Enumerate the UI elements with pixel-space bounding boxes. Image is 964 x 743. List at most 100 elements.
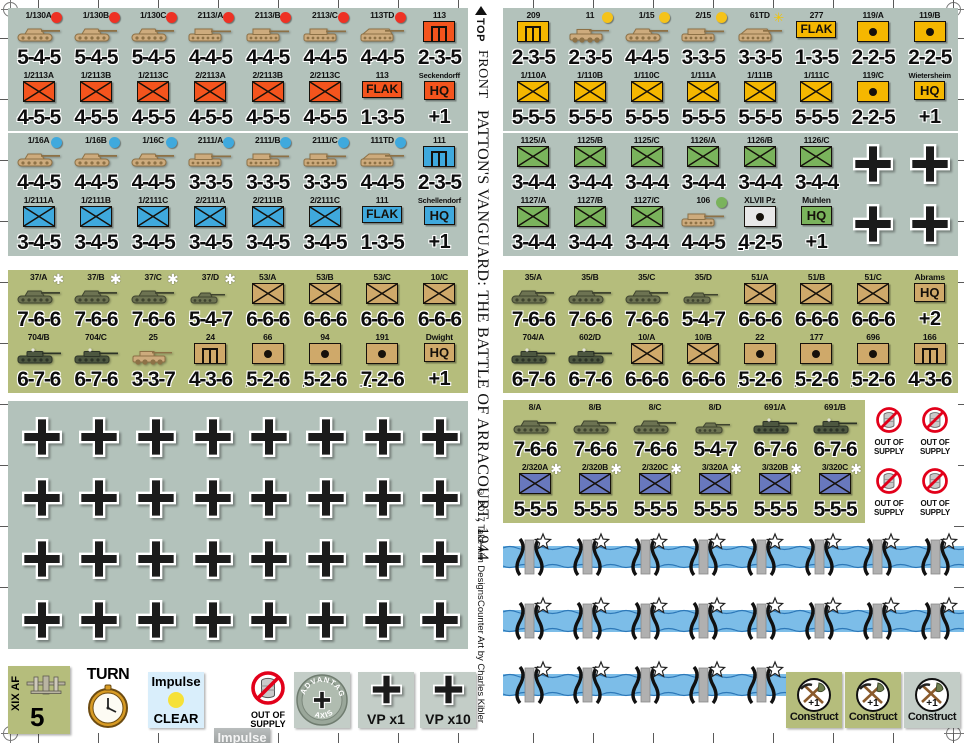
- unit-counter[interactable]: 24 4-3-6: [182, 331, 239, 391]
- unit-counter[interactable]: 2111/B 3-3-5: [239, 134, 296, 194]
- unit-counter[interactable]: 10/B 6-6-6: [675, 331, 732, 391]
- out-of-supply-counter[interactable]: OUT OF SUPPLY: [866, 462, 912, 523]
- out-of-supply-counter[interactable]: OUT OF SUPPLY: [912, 462, 958, 523]
- bridge-counter[interactable]: [792, 592, 852, 650]
- unit-counter[interactable]: 25 3-3-7: [125, 331, 182, 391]
- unit-counter[interactable]: 35/D 5-4-7: [675, 271, 732, 331]
- unit-counter[interactable]: 1127/A 3-4-4: [505, 194, 562, 254]
- unit-counter[interactable]: 51/B 6-6-6: [788, 271, 845, 331]
- balkenkreuz-counter[interactable]: [298, 407, 355, 467]
- unit-counter[interactable]: Wietersheim HQ +1: [901, 69, 958, 129]
- unit-counter[interactable]: 1/15 4-4-5: [618, 9, 675, 69]
- unit-counter[interactable]: 113TD 4-4-5: [354, 9, 411, 69]
- balkenkreuz-counter[interactable]: [128, 590, 185, 650]
- bridge-counter[interactable]: [850, 528, 910, 586]
- unit-counter[interactable]: 1127/B 3-4-4: [562, 194, 619, 254]
- out-of-supply-marker[interactable]: OUT OF SUPPLY: [238, 670, 298, 729]
- balkenkreuz-counter[interactable]: [298, 468, 355, 528]
- unit-counter[interactable]: 2/2111B 3-4-5: [239, 194, 296, 254]
- bridge-counter[interactable]: [792, 528, 852, 586]
- unit-counter[interactable]: Abrams HQ +2: [901, 271, 958, 331]
- unit-counter[interactable]: 691/B 6-7-6: [805, 401, 865, 461]
- unit-counter[interactable]: 22 5-2-6: [732, 331, 789, 391]
- unit-counter[interactable]: 1127/C 3-4-4: [618, 194, 675, 254]
- unit-counter[interactable]: 53/B 6-6-6: [296, 271, 353, 331]
- balkenkreuz-counter[interactable]: [241, 590, 298, 650]
- unit-counter[interactable]: 602/D 6-7-6: [562, 331, 619, 391]
- unit-counter[interactable]: 1126/B 3-4-4: [732, 134, 789, 194]
- unit-counter[interactable]: 111 2-3-5: [411, 134, 468, 194]
- bridge-counter[interactable]: [502, 528, 562, 586]
- unit-counter[interactable]: 10/C 6-6-6: [411, 271, 468, 331]
- balkenkreuz-counter[interactable]: [184, 407, 241, 467]
- unit-counter[interactable]: 2/15 3-3-5: [675, 9, 732, 69]
- balkenkreuz-counter[interactable]: [298, 529, 355, 589]
- unit-counter[interactable]: 209 2-3-5: [505, 9, 562, 69]
- balkenkreuz-counter[interactable]: [128, 529, 185, 589]
- impulse-fog-marker[interactable]: ImpulseFOG: [214, 728, 270, 743]
- unit-counter[interactable]: 1/2113C 4-5-5: [125, 69, 182, 129]
- unit-counter[interactable]: 1/111C 5-5-5: [788, 69, 845, 129]
- bridge-counter[interactable]: [618, 592, 678, 650]
- unit-counter[interactable]: 1125/A 3-4-4: [505, 134, 562, 194]
- unit-counter[interactable]: 2/2113B 4-5-5: [239, 69, 296, 129]
- unit-counter[interactable]: Schellendorf HQ +1: [411, 194, 468, 254]
- unit-counter[interactable]: 1/110B 5-5-5: [562, 69, 619, 129]
- unit-counter[interactable]: 37/A ✱ 7-6-6: [10, 271, 67, 331]
- unit-counter[interactable]: 1/110C 5-5-5: [618, 69, 675, 129]
- balkenkreuz-counter[interactable]: [241, 407, 298, 467]
- unit-counter[interactable]: 191 7-2-6: [354, 331, 411, 391]
- unit-counter[interactable]: 2113/C 4-4-5: [296, 9, 353, 69]
- balkenkreuz-counter[interactable]: [14, 468, 71, 528]
- unit-counter[interactable]: 8/B 7-6-6: [565, 401, 625, 461]
- bridge-counter[interactable]: [908, 592, 964, 650]
- unit-counter[interactable]: 2/2111C 3-4-5: [296, 194, 353, 254]
- unit-counter[interactable]: 35/A 7-6-6: [505, 271, 562, 331]
- unit-counter[interactable]: 3/320C ✱ 5-5-5: [805, 461, 865, 521]
- bridge-counter[interactable]: [676, 592, 736, 650]
- unit-counter[interactable]: 2113/B 4-4-5: [239, 9, 296, 69]
- unit-counter[interactable]: 1/16B 4-4-5: [67, 134, 124, 194]
- unit-counter[interactable]: Dwight HQ +1: [411, 331, 468, 391]
- balkenkreuz-counter[interactable]: [411, 407, 468, 467]
- unit-counter[interactable]: 2/320B ✱ 5-5-5: [565, 461, 625, 521]
- unit-counter[interactable]: 61TD ✳ 3-3-5: [732, 9, 789, 69]
- unit-counter[interactable]: 696 5-2-6: [845, 331, 902, 391]
- unit-counter[interactable]: 1/111A 5-5-5: [675, 69, 732, 129]
- unit-counter[interactable]: 1/16A 4-4-5: [10, 134, 67, 194]
- turn-marker[interactable]: TURN: [78, 666, 138, 734]
- balkenkreuz-counter[interactable]: [71, 590, 128, 650]
- balkenkreuz-counter[interactable]: [355, 529, 412, 589]
- unit-counter[interactable]: 1126/C 3-4-4: [788, 134, 845, 194]
- unit-counter[interactable]: 1/16C 4-4-5: [125, 134, 182, 194]
- unit-counter[interactable]: 51/A 6-6-6: [732, 271, 789, 331]
- unit-counter[interactable]: 2/2113A 4-5-5: [182, 69, 239, 129]
- unit-counter[interactable]: 1125/B 3-4-4: [562, 134, 619, 194]
- balkenkreuz-counter[interactable]: [355, 407, 412, 467]
- advantage-axis-marker[interactable]: ADVANTAGEAXIS: [291, 665, 350, 728]
- unit-counter[interactable]: 166 4-3-6: [901, 331, 958, 391]
- air-power-marker[interactable]: XIX AF 5: [8, 666, 70, 734]
- bridge-counter[interactable]: [618, 656, 678, 714]
- vp1-marker[interactable]: VP x1: [358, 672, 414, 728]
- construct-marker[interactable]: +1 Construct: [845, 672, 901, 728]
- out-of-supply-counter[interactable]: OUT OF SUPPLY: [866, 401, 912, 462]
- unit-counter[interactable]: XLVII Pz 4-2-5: [732, 194, 789, 254]
- balkenkreuz-counter[interactable]: [411, 529, 468, 589]
- unit-counter[interactable]: 37/D ✱ 5-4-7: [182, 271, 239, 331]
- unit-counter[interactable]: 1/130C 5-4-5: [125, 9, 182, 69]
- unit-counter[interactable]: 106 4-4-5: [675, 194, 732, 254]
- unit-counter[interactable]: 1/2111C 3-4-5: [125, 194, 182, 254]
- unit-counter[interactable]: 53/A 6-6-6: [239, 271, 296, 331]
- balkenkreuz-counter[interactable]: [71, 407, 128, 467]
- balkenkreuz-counter[interactable]: [184, 468, 241, 528]
- balkenkreuz-counter[interactable]: [14, 407, 71, 467]
- unit-counter[interactable]: 11 2-3-5: [562, 9, 619, 69]
- unit-counter[interactable]: 53/C 6-6-6: [354, 271, 411, 331]
- unit-counter[interactable]: 691/A 6-7-6: [745, 401, 805, 461]
- balkenkreuz-counter[interactable]: [241, 468, 298, 528]
- balkenkreuz-counter[interactable]: [184, 590, 241, 650]
- unit-counter[interactable]: 1126/A 3-4-4: [675, 134, 732, 194]
- bridge-counter[interactable]: [734, 656, 794, 714]
- balkenkreuz-counter[interactable]: [128, 407, 185, 467]
